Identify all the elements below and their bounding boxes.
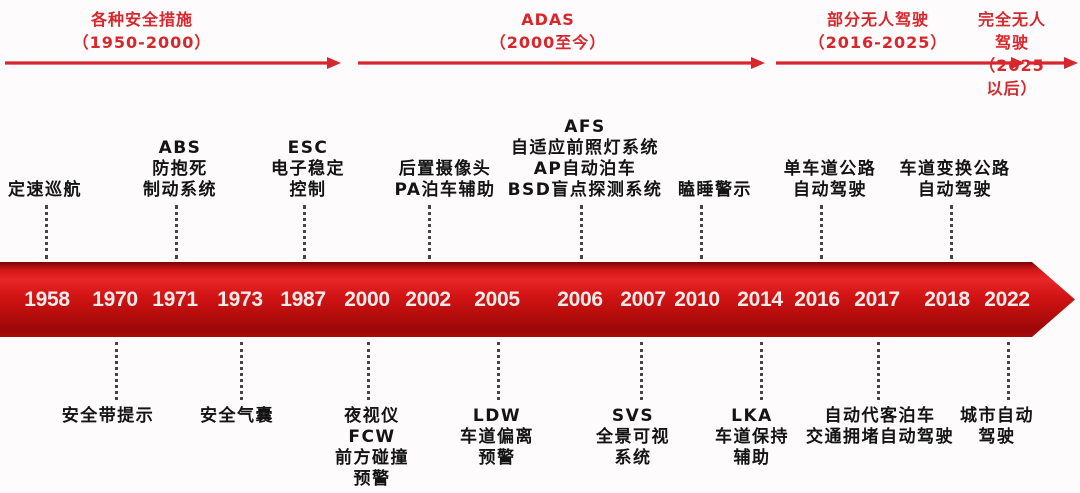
event-cruise-control: 定速巡航 [8, 180, 82, 200]
event-seatbelt-reminder: 安全带提示 [61, 406, 155, 426]
year-label-2022: 2022 [984, 287, 1030, 311]
connector-2018 [950, 205, 953, 259]
year-label-2007: 2007 [620, 287, 666, 311]
event-lka: LKA 车道保持 辅助 [715, 406, 789, 468]
connector-1973 [240, 342, 243, 400]
year-label-2005: 2005 [474, 287, 520, 311]
connector-2022 [1007, 342, 1010, 400]
connector-2017 [877, 342, 880, 400]
year-label-1973: 1973 [217, 287, 263, 311]
era-label-safety-measures: 各种安全措施 （1950-2000） [72, 10, 212, 52]
event-drowsiness-warning: 瞌睡警示 [678, 180, 752, 200]
event-single-lane-autopilot: 单车道公路 自动驾驶 [783, 159, 877, 200]
timeline-band: 1958 1970 1971 1973 1987 2000 2002 2005 … [0, 262, 1075, 337]
year-label-2000: 2000 [344, 287, 390, 311]
year-label-2006: 2006 [557, 287, 603, 311]
connector-1987 [303, 205, 306, 259]
year-label-2016: 2016 [794, 287, 840, 311]
year-label-1970: 1970 [92, 287, 138, 311]
year-label-1971: 1971 [152, 287, 198, 311]
event-lane-change-autopilot: 车道变换公路 自动驾驶 [899, 159, 1011, 200]
year-label-2018: 2018 [924, 287, 970, 311]
event-rear-camera-pa: 后置摄像头 PA泊车辅助 [394, 159, 496, 200]
era-label-partial-autonomy: 部分无人驾驶 （2016-2025） [808, 10, 948, 52]
year-label-1958: 1958 [24, 287, 70, 311]
event-afs-ap-bsd: AFS 自适应前照灯系统 AP自动泊车 BSD盲点探测系统 [507, 117, 663, 200]
connector-2006 [580, 205, 583, 259]
year-label-1987: 1987 [280, 287, 326, 311]
connector-1971 [175, 205, 178, 259]
connector-2005 [497, 342, 500, 400]
connector-1970 [115, 342, 118, 400]
era-arrows [5, 57, 1078, 69]
event-svs: SVS 全景可视 系统 [596, 406, 670, 468]
event-ldw: LDW 车道偏离 预警 [460, 406, 534, 468]
connector-2007 [640, 342, 643, 400]
year-label-2014: 2014 [737, 287, 783, 311]
connector-2000 [367, 342, 370, 400]
event-airbag: 安全气囊 [200, 406, 274, 426]
connector-2016 [820, 205, 823, 259]
event-esc: ESC 电子稳定 控制 [271, 138, 345, 200]
connector-1958 [45, 205, 48, 259]
event-urban-autopilot: 城市自动 驾驶 [960, 406, 1034, 447]
year-label-2017: 2017 [854, 287, 900, 311]
era-label-full-autonomy: 完全无人驾驶 （2025以后） [978, 10, 1047, 98]
connector-2014 [760, 342, 763, 400]
event-valet-parking-traffic-jam: 自动代客泊车 交通拥堵自动驾驶 [806, 406, 954, 447]
year-label-2002: 2002 [405, 287, 451, 311]
connector-2010 [700, 205, 703, 259]
connector-2002 [428, 205, 431, 259]
year-label-2010: 2010 [674, 287, 720, 311]
event-night-vision-fcw: 夜视仪 FCW 前方碰撞 预警 [335, 406, 409, 489]
era-label-adas: ADAS （2000至今） [489, 10, 607, 52]
event-abs: ABS 防抱死 制动系统 [143, 138, 217, 200]
